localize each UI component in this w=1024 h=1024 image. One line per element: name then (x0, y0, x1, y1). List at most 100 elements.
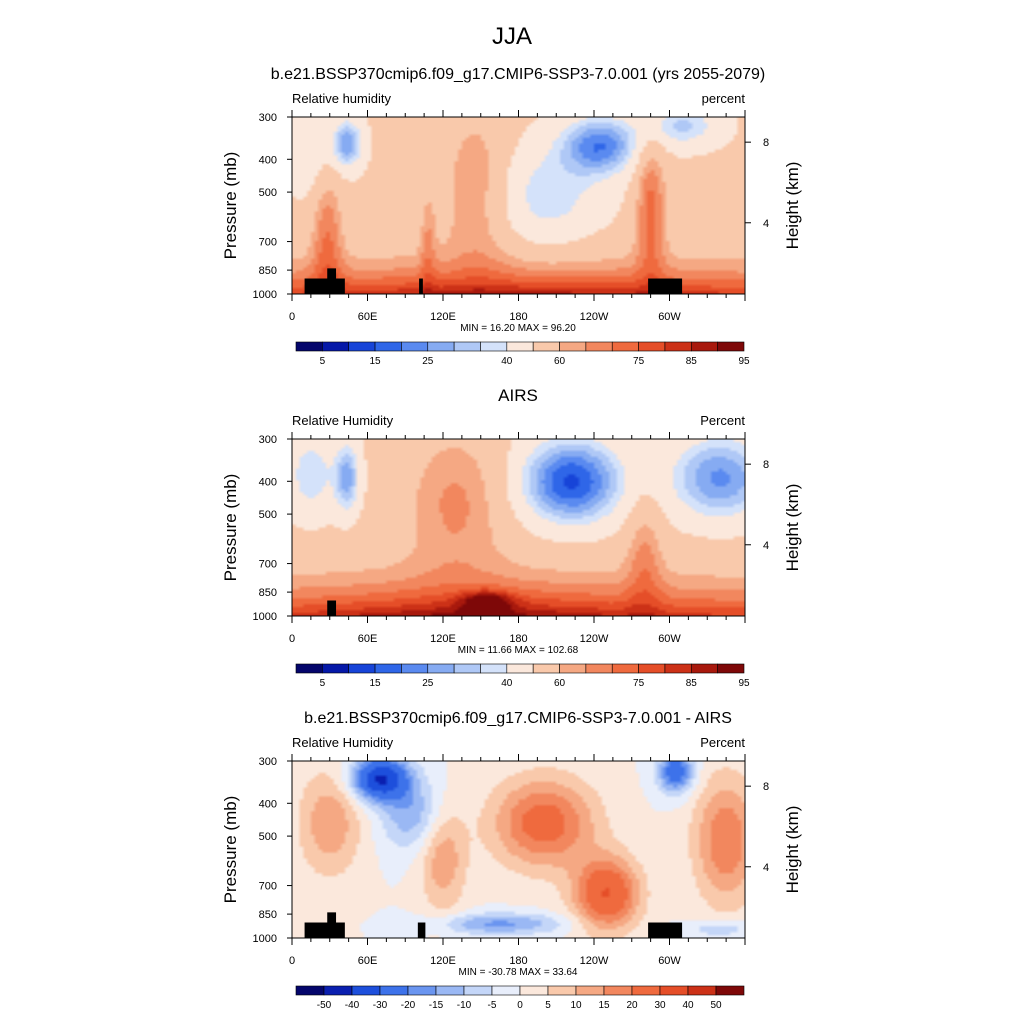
colorbar-label: 75 (633, 678, 645, 689)
panel-3: b.e21.BSSP370cmip6.f09_g17.CMIP6-SSP3-7.… (221, 710, 802, 1011)
colorbar-box (322, 341, 350, 352)
panel-title: b.e21.BSSP370cmip6.f09_g17.CMIP6-SSP3-7.… (304, 710, 732, 727)
colorbar-label: 40 (501, 678, 513, 689)
colorbar-label: 95 (738, 356, 750, 367)
colorbar-box (374, 663, 402, 674)
x-tick-label: 120E (430, 633, 456, 645)
colorbar-label: 15 (598, 1000, 610, 1011)
panel-1: b.e21.BSSP370cmip6.f09_g17.CMIP6-SSP3-7.… (221, 66, 802, 367)
colorbar-box (585, 341, 613, 352)
colorbar-box (323, 985, 353, 996)
colorbar-box (453, 663, 481, 674)
y2-tick-label: 8 (763, 459, 769, 471)
units-label: Percent (700, 413, 745, 428)
y-tick-label: 500 (259, 831, 277, 843)
panels: b.e21.BSSP370cmip6.f09_g17.CMIP6-SSP3-7.… (221, 66, 802, 1011)
y-tick-label: 700 (259, 881, 277, 893)
colorbar: 5 15 25 40 60 75 85 95 (295, 663, 750, 689)
units-label: percent (702, 91, 746, 106)
colorbar-box (532, 341, 560, 352)
x-tick-label: 180 (509, 633, 527, 645)
terrain-mask (648, 922, 683, 938)
colorbar-box (659, 985, 689, 996)
x-tick-label: 60E (358, 633, 378, 645)
colorbar-label: 5 (545, 1000, 551, 1011)
colorbar-label: 95 (738, 678, 750, 689)
terrain-mask (648, 278, 683, 294)
x-tick-label: 0 (289, 633, 295, 645)
heatmap-field (292, 761, 745, 938)
colorbar-box (559, 663, 587, 674)
colorbar-box (491, 985, 521, 996)
colorbar-label: 15 (369, 356, 381, 367)
colorbar: 5 15 25 40 60 75 85 95 (295, 341, 750, 367)
colorbar-label: 20 (626, 1000, 638, 1011)
min-max-label: MIN = -30.78 MAX = 33.64 (459, 967, 578, 978)
y-tick-label: 700 (259, 237, 277, 249)
y-axis-title: Pressure (mb) (221, 796, 240, 904)
colorbar-box (603, 985, 633, 996)
min-max-label: MIN = 11.66 MAX = 102.68 (458, 645, 579, 656)
y-tick-label: 300 (259, 112, 277, 124)
colorbar-box (547, 985, 577, 996)
colorbar-label: 5 (320, 678, 326, 689)
colorbar-label: -50 (317, 1000, 332, 1011)
figure-title: JJA (492, 23, 532, 50)
colorbar-label: -30 (373, 1000, 388, 1011)
colorbar-box (463, 985, 493, 996)
colorbar-label: 0 (517, 1000, 523, 1011)
y-tick-label: 850 (259, 909, 277, 921)
variable-label: Relative Humidity (292, 735, 394, 750)
y-tick-label: 1000 (253, 933, 277, 945)
colorbar-box (575, 985, 605, 996)
colorbar-label: 40 (501, 356, 513, 367)
x-tick-label: 60W (658, 633, 681, 645)
y-tick-label: 300 (259, 434, 277, 446)
colorbar-box (715, 985, 745, 996)
colorbar-box (407, 985, 437, 996)
colorbar-box (401, 663, 429, 674)
terrain-mask (419, 278, 423, 294)
terrain-mask (304, 922, 345, 938)
y-tick-label: 500 (259, 187, 277, 199)
terrain-mask (327, 268, 337, 294)
y2-axis-title: Height (km) (783, 484, 802, 572)
colorbar-box (427, 341, 455, 352)
variable-label: Relative Humidity (292, 413, 394, 428)
colorbar-label: 85 (686, 678, 698, 689)
y-tick-label: 700 (259, 559, 277, 571)
colorbar-label: 5 (320, 356, 326, 367)
heatmap-field (292, 439, 745, 616)
colorbar-box (480, 663, 508, 674)
colorbar-box (690, 663, 718, 674)
colorbar-label: 30 (654, 1000, 666, 1011)
x-tick-label: 120E (430, 955, 456, 967)
colorbar-label: 25 (422, 678, 434, 689)
y2-axis-title: Height (km) (783, 806, 802, 894)
min-max-label: MIN = 16.20 MAX = 96.20 (460, 323, 576, 334)
y2-tick-label: 8 (763, 781, 769, 793)
x-tick-label: 180 (509, 311, 527, 323)
colorbar-box (611, 663, 639, 674)
y-tick-label: 400 (259, 154, 277, 166)
y2-axis-title: Height (km) (783, 162, 802, 250)
colorbar-box (480, 341, 508, 352)
x-tick-label: 120W (580, 311, 609, 323)
colorbar-box (664, 663, 692, 674)
colorbar-label: 10 (570, 1000, 582, 1011)
colorbar-label: -15 (429, 1000, 444, 1011)
terrain-mask (417, 922, 426, 938)
colorbar-box (585, 663, 613, 674)
x-tick-label: 0 (289, 311, 295, 323)
y2-tick-label: 4 (763, 862, 769, 874)
colorbar-box (322, 663, 350, 674)
colorbar-box (717, 341, 745, 352)
colorbar-label: 50 (710, 1000, 722, 1011)
colorbar-box (717, 663, 745, 674)
variable-label: Relative humidity (292, 91, 391, 106)
y2-tick-label: 4 (763, 218, 769, 230)
colorbar-box (532, 663, 560, 674)
colorbar-box (348, 663, 376, 674)
